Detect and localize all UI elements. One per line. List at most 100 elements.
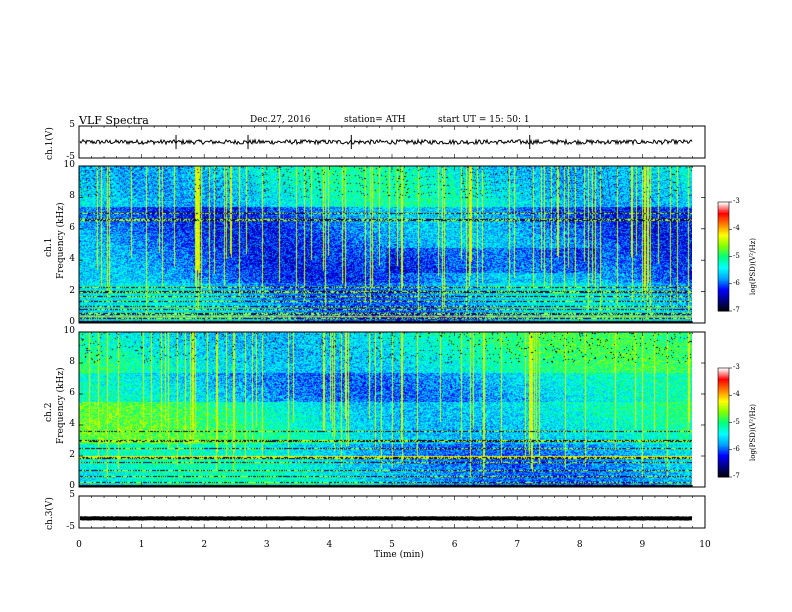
ch1-waveform-ytick-label: 5 xyxy=(69,120,75,130)
ch1-colorbar-swatch xyxy=(718,272,729,275)
ch2-colorbar-swatch xyxy=(718,392,729,395)
ch1-colorbar-swatch xyxy=(718,278,729,281)
ch2-colorbar-swatch xyxy=(718,415,729,418)
ch1-colorbar-swatch xyxy=(718,263,729,266)
ch2-colorbar-swatch xyxy=(718,474,729,477)
ch1-colorbar-swatch xyxy=(718,216,729,219)
ch1-colorbar-swatch xyxy=(718,208,729,211)
ch1-colorbar-swatch xyxy=(718,302,729,305)
ch1-colorbar-swatch xyxy=(718,276,729,279)
ch1-colorbar-swatch xyxy=(718,246,729,249)
ch1-colorbar-swatch xyxy=(718,222,729,225)
ch1-spectrogram-ytick-label: 2 xyxy=(69,285,75,296)
ch2-colorbar-swatch xyxy=(718,445,729,448)
ch2-colorbar-swatch xyxy=(718,459,729,462)
ch2-colorbar-swatch xyxy=(718,380,729,383)
ch3-waveform-ytick-label: -5 xyxy=(66,522,75,532)
time-tick-label: 0 xyxy=(76,540,82,550)
ch1-colorbar-swatch xyxy=(718,286,729,289)
ch3-waveform-ylabel: ch.3(V) xyxy=(45,497,55,530)
ch2-colorbar-swatch xyxy=(718,388,729,391)
ch2-colorbar-swatch xyxy=(718,432,729,434)
ch1-spectrogram-ytick-label: 4 xyxy=(69,254,75,265)
ch1-colorbar-swatch xyxy=(718,256,729,259)
date-label: Dec.27, 2016 xyxy=(250,115,311,125)
ch1-spectrogram-ytick-label: 10 xyxy=(63,160,75,170)
ch2-colorbar-tick-label: -6 xyxy=(733,444,740,453)
ch2-colorbar-swatch xyxy=(718,466,729,468)
ch2-colorbar-swatch xyxy=(718,425,729,428)
ch2-colorbar-swatch xyxy=(718,378,729,381)
ch1-colorbar-swatch xyxy=(718,270,729,272)
ch2-colorbar-swatch xyxy=(718,460,729,463)
ch1-colorbar-tick-label: -6 xyxy=(733,278,740,287)
ch2-colorbar-swatch xyxy=(718,451,729,453)
ch1-colorbar-swatch xyxy=(718,304,729,307)
ch2-colorbar-swatch xyxy=(718,397,729,400)
ch2-colorbar-swatch xyxy=(718,411,729,414)
ch1-spectrogram-ytick-label: 6 xyxy=(69,222,75,233)
ch1-spectrogram-ytick-label: 0 xyxy=(69,317,75,327)
ch2-colorbar-swatch xyxy=(718,437,729,440)
ch2-colorbar-swatch xyxy=(718,475,729,478)
ch1-colorbar-swatch xyxy=(718,305,729,308)
ch1-colorbar-swatch xyxy=(718,218,729,221)
ch2-colorbar-swatch xyxy=(718,434,729,437)
ch1-colorbar-swatch xyxy=(718,206,729,208)
ch2-colorbar-swatch xyxy=(718,436,729,438)
time-tick-label: 1 xyxy=(138,540,145,550)
ch1-colorbar-swatch xyxy=(718,289,729,292)
ch2-spectrogram-ylabel-line1: ch.2 xyxy=(44,402,54,422)
start-time-label: start UT = 15: 50: 1 xyxy=(438,115,530,125)
ch1-colorbar-swatch xyxy=(718,290,729,293)
ch1-colorbar-swatch xyxy=(718,207,729,210)
ch2-colorbar-swatch xyxy=(718,393,729,396)
ch1-colorbar-swatch xyxy=(718,236,729,238)
ch1-colorbar-swatch xyxy=(718,255,729,257)
ch1-colorbar-swatch xyxy=(718,210,729,213)
ch2-colorbar-swatch xyxy=(718,389,729,392)
ch1-colorbar-swatch xyxy=(718,241,729,244)
ch2-colorbar-swatch xyxy=(718,400,729,403)
ch2-colorbar-swatch xyxy=(718,414,729,417)
time-tick-label: 8 xyxy=(576,540,583,550)
ch1-colorbar-swatch xyxy=(718,282,729,285)
ch1-colorbar-swatch xyxy=(718,257,729,260)
time-tick-label: 5 xyxy=(389,540,395,550)
ch1-spectrogram-image xyxy=(79,166,692,323)
ch1-colorbar-swatch xyxy=(718,300,729,302)
ch2-colorbar-swatch xyxy=(718,376,729,379)
ch2-colorbar-swatch xyxy=(718,470,729,473)
ch2-colorbar-swatch xyxy=(718,404,729,407)
ch2-colorbar-tick-label: -7 xyxy=(733,472,740,480)
time-tick-label: 3 xyxy=(263,540,270,550)
ch2-colorbar-tick-label: -5 xyxy=(733,417,740,426)
ch2-colorbar-swatch xyxy=(718,421,729,423)
ch1-colorbar-swatch xyxy=(718,306,729,309)
ch2-colorbar-swatch xyxy=(718,377,729,380)
ch2-colorbar-swatch xyxy=(718,457,729,460)
ch2-colorbar-swatch xyxy=(718,448,729,451)
ch1-colorbar-swatch xyxy=(718,219,729,222)
ch2-spectrogram-ytick-label: 2 xyxy=(69,450,75,460)
station-label: station= ATH xyxy=(344,115,406,125)
ch2-colorbar-swatch xyxy=(718,412,729,415)
ch2-colorbar xyxy=(717,367,732,478)
ch1-colorbar-tick-label: -5 xyxy=(733,251,740,260)
ch2-colorbar-swatch xyxy=(718,417,729,419)
ch2-colorbar-swatch xyxy=(718,391,729,394)
ch2-colorbar-swatch xyxy=(718,418,729,421)
ch1-colorbar-swatch xyxy=(718,296,729,298)
ch1-colorbar-swatch xyxy=(718,229,729,232)
ch2-spectrogram-ytick-label: 10 xyxy=(63,326,75,336)
ch2-colorbar-swatch xyxy=(718,422,729,425)
ch1-colorbar xyxy=(717,201,732,312)
ch2-colorbar-swatch xyxy=(718,438,729,441)
ch1-colorbar-swatch xyxy=(718,285,729,287)
ch1-colorbar-swatch xyxy=(718,260,729,263)
time-tick-label: 10 xyxy=(699,540,711,550)
ch2-colorbar-swatch xyxy=(718,462,729,464)
ch2-colorbar-swatch xyxy=(718,384,729,387)
ch2-spectrogram-ytick-label: 8 xyxy=(69,357,75,367)
time-tick-label: 6 xyxy=(451,540,458,550)
